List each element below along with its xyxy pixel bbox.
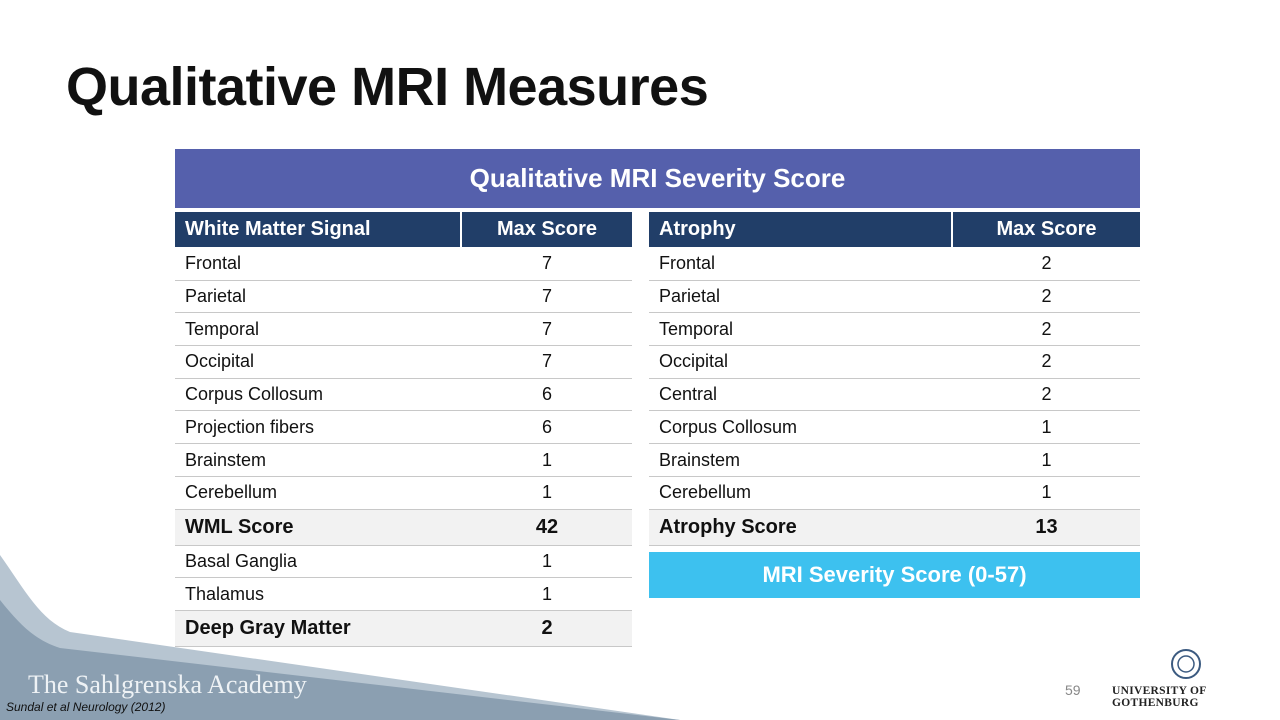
- academy-name: The Sahlgrenska Academy: [28, 670, 307, 699]
- row-label: Parietal: [649, 281, 953, 314]
- total-label: WML Score: [175, 509, 462, 546]
- table-header: Max Score: [953, 212, 1140, 247]
- row-score: 1: [953, 444, 1140, 477]
- table-header: Atrophy: [649, 212, 951, 247]
- row-score: 7: [462, 281, 632, 314]
- row-label: Cerebellum: [649, 477, 953, 510]
- university-name: UNIVERSITY OF GOTHENBURG: [1112, 685, 1207, 709]
- row-score: 2: [953, 281, 1140, 314]
- row-score: 1: [953, 412, 1140, 445]
- row-label: Frontal: [175, 248, 462, 281]
- row-label: Projection fibers: [175, 412, 462, 445]
- total-score: 13: [953, 509, 1140, 546]
- total-score: 42: [462, 509, 632, 546]
- total-label: Deep Gray Matter: [175, 611, 462, 647]
- slide-title: Qualitative MRI Measures: [66, 57, 709, 117]
- row-score: 7: [462, 346, 632, 379]
- severity-box: MRI Severity Score (0-57): [649, 552, 1140, 598]
- university-emblem-inner: [1177, 655, 1195, 673]
- row-score: 1: [462, 546, 632, 579]
- total-label: Atrophy Score: [649, 509, 953, 546]
- table-header: White Matter Signal: [175, 212, 460, 247]
- row-label: Corpus Collosum: [649, 412, 953, 445]
- table-header: Max Score: [462, 212, 632, 247]
- university-emblem: [1171, 649, 1201, 679]
- row-score: 1: [462, 578, 632, 611]
- row-label: Brainstem: [175, 444, 462, 477]
- row-score: 6: [462, 412, 632, 445]
- table-banner: Qualitative MRI Severity Score: [175, 149, 1140, 208]
- row-score: 1: [462, 477, 632, 510]
- row-label: Temporal: [649, 313, 953, 347]
- bg-shape-dark: [0, 600, 680, 720]
- row-score: 2: [953, 313, 1140, 347]
- row-label: Basal Ganglia: [175, 546, 462, 579]
- row-label: Temporal: [175, 313, 462, 347]
- row-label: Central: [649, 379, 953, 412]
- row-label: Corpus Collosum: [175, 379, 462, 412]
- row-label: Thalamus: [175, 578, 462, 611]
- row-score: 1: [953, 477, 1140, 510]
- row-label: Occipital: [649, 346, 953, 379]
- row-score: 7: [462, 313, 632, 347]
- row-score: 2: [953, 346, 1140, 379]
- row-label: Cerebellum: [175, 477, 462, 510]
- row-score: 6: [462, 379, 632, 412]
- row-score: 7: [462, 248, 632, 281]
- row-label: Frontal: [649, 248, 953, 281]
- row-score: 2: [953, 379, 1140, 412]
- row-label: Parietal: [175, 281, 462, 314]
- row-label: Occipital: [175, 346, 462, 379]
- row-score: 2: [953, 248, 1140, 281]
- citation: Sundal et al Neurology (2012): [6, 700, 166, 714]
- row-score: 1: [462, 444, 632, 477]
- row-label: Brainstem: [649, 444, 953, 477]
- total-score: 2: [462, 611, 632, 647]
- page-number: 59: [1065, 682, 1081, 698]
